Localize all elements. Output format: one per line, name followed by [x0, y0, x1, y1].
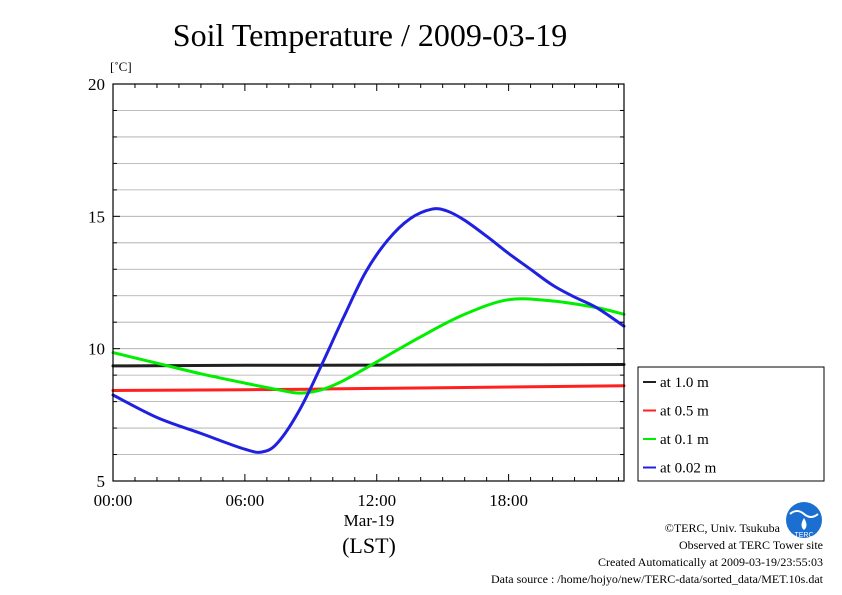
series-line-4 — [111, 207, 626, 454]
x-date-label: Mar-19 — [344, 511, 395, 530]
legend-label: at 1.0 m — [660, 375, 709, 391]
grid-lines — [113, 110, 624, 455]
plot-frame — [112, 83, 625, 482]
series-line-1 — [111, 363, 626, 368]
y-tick-label: 20 — [88, 75, 105, 94]
y-tick-label: 10 — [88, 340, 105, 359]
logo-drop — [801, 518, 807, 530]
legend: at 1.0 m at 0.5 m at 0.1 m at 0.02 m — [637, 366, 825, 482]
logo-wave — [789, 510, 819, 518]
series-line-2 — [111, 384, 626, 392]
data-source-text: Data source : /home/hojyo/new/TERC-data/… — [491, 572, 824, 586]
x-tick-label: 12:00 — [357, 491, 396, 510]
observed-text: Observed at TERC Tower site — [679, 538, 823, 552]
x-axis-label: (LST) — [342, 533, 396, 558]
y-axis-unit: [˚C] — [110, 59, 132, 74]
x-tick-label: 06:00 — [226, 491, 265, 510]
copyright-text: ©TERC, Univ. Tsukuba — [665, 521, 781, 535]
legend-box — [637, 366, 825, 482]
x-tick-label: 18:00 — [489, 491, 528, 510]
plot-series — [111, 207, 626, 454]
x-tick-label: 00:00 — [94, 491, 133, 510]
logo-text: TERC — [794, 532, 813, 539]
axes: 5 10 15 20 00:00 06:00 12:00 18:00 — [88, 75, 624, 510]
legend-label: at 0.5 m — [660, 404, 709, 420]
chart-title: Soil Temperature / 2009-03-19 — [173, 17, 567, 53]
terc-logo: TERC — [786, 502, 822, 539]
legend-label: at 0.02 m — [660, 461, 717, 477]
legend-label: at 0.1 m — [660, 432, 709, 448]
y-tick-label: 15 — [88, 207, 105, 226]
series-line-3 — [111, 297, 626, 395]
y-tick-label: 5 — [97, 472, 106, 491]
created-text: Created Automatically at 2009-03-19/23:5… — [598, 555, 823, 569]
